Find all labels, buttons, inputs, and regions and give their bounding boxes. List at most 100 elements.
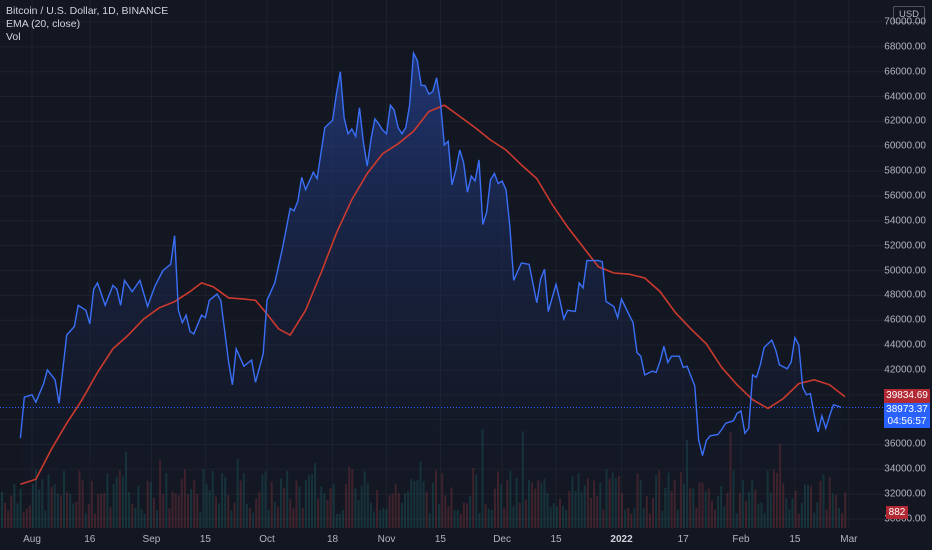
ema-point [66, 422, 68, 424]
currency-button[interactable]: USD [893, 6, 925, 23]
time-axis-label: 18 [326, 534, 339, 545]
price-axis-label: 66000.00 [884, 66, 926, 78]
price-point [559, 299, 561, 301]
price-point [474, 180, 476, 182]
price-point [397, 126, 399, 128]
price-point [651, 370, 653, 372]
price-point [601, 261, 603, 263]
price-point [46, 369, 48, 371]
last-price-value: 38973.37 [886, 404, 928, 415]
price-axis-label: 44000.00 [884, 339, 926, 351]
ema-point [381, 153, 383, 155]
ema-point [212, 286, 214, 288]
price-point [343, 117, 345, 119]
price-point [790, 361, 792, 363]
price-point [301, 176, 303, 178]
time-axis-label: 15 [199, 534, 211, 545]
price-point [536, 302, 538, 304]
time-axis-label: 2022 [610, 534, 633, 545]
price-point [555, 283, 557, 285]
price-point [116, 288, 118, 290]
price-area-fill [20, 53, 842, 528]
ema-point [19, 483, 21, 485]
ema-point [254, 299, 256, 301]
price-point [162, 269, 164, 271]
price-point [655, 371, 657, 373]
price-point [96, 282, 98, 284]
price-axis-label: 52000.00 [884, 240, 926, 252]
price-point [119, 304, 121, 306]
price-series-line [19, 50, 842, 456]
price-point [312, 171, 314, 173]
price-point [193, 333, 195, 335]
price-point [293, 210, 295, 212]
price-point [331, 119, 333, 121]
price-point [751, 374, 753, 376]
ema-point [613, 272, 615, 274]
price-point [185, 314, 187, 316]
price-point [628, 314, 630, 316]
price-point [35, 401, 37, 403]
ema-point [690, 328, 692, 330]
price-point [31, 394, 33, 396]
price-point [250, 359, 252, 361]
ema-point [705, 343, 707, 345]
price-point [66, 334, 68, 336]
price-point [767, 343, 769, 345]
price-point [462, 161, 464, 163]
price-point [778, 364, 780, 366]
price-point [104, 304, 106, 306]
price-point [370, 138, 372, 140]
price-point [817, 431, 819, 433]
volume-value: 882 [888, 507, 906, 518]
ema-point [277, 328, 279, 330]
ema-point [798, 382, 800, 384]
price-point [566, 309, 568, 311]
price-point [339, 71, 341, 73]
price-point [759, 364, 761, 366]
price-axis-label: 58000.00 [884, 165, 926, 177]
price-point [605, 300, 607, 302]
price-point [813, 413, 815, 415]
volume-bar [1, 491, 3, 528]
time-axis-label: Dec [493, 534, 511, 545]
price-point [663, 345, 665, 347]
price-point [439, 100, 441, 102]
ema-point [597, 266, 599, 268]
price-point [123, 279, 125, 281]
ema-point [412, 130, 414, 132]
price-point [420, 84, 422, 86]
price-point [686, 365, 688, 367]
price-point [644, 374, 646, 376]
ema-point [304, 309, 306, 311]
ema-point [227, 297, 229, 299]
price-point [231, 384, 233, 386]
ema-point [844, 396, 846, 398]
ema-point [767, 407, 769, 409]
price-point [709, 435, 711, 437]
price-point [563, 318, 565, 320]
legend-vol[interactable]: Vol [6, 31, 21, 43]
ema-point [112, 348, 114, 350]
price-point [744, 432, 746, 434]
ema-point [474, 126, 476, 128]
ema-point [189, 290, 191, 292]
price-axis-label: 68000.00 [884, 41, 926, 53]
price-point [393, 109, 395, 111]
price-point [513, 279, 515, 281]
legend-ema[interactable]: EMA (20, close) [6, 18, 81, 30]
price-point [266, 299, 268, 301]
volume-tag: 882 [886, 506, 908, 519]
price-point [381, 129, 383, 131]
price-point [520, 262, 522, 264]
ema-point [143, 318, 145, 320]
price-point [216, 293, 218, 295]
price-point [590, 259, 592, 261]
price-point [358, 107, 360, 109]
volume-bar [13, 484, 16, 528]
price-point [574, 310, 576, 312]
chart-legend: Bitcoin / U.S. Dollar, 1D, BINANCE EMA (… [6, 5, 168, 44]
legend-symbol[interactable]: Bitcoin / U.S. Dollar, 1D, BINANCE [6, 5, 169, 17]
price-point [825, 427, 827, 429]
